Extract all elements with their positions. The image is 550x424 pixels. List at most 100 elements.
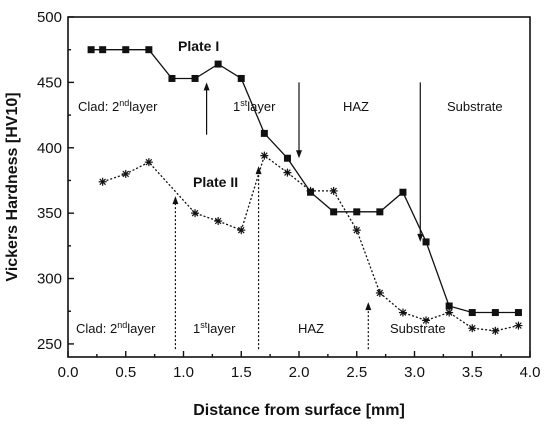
x-tick-label: 3.0: [404, 364, 425, 381]
region-label-main: HAZ: [298, 321, 324, 336]
region-labels: Clad: 2ndlayer 1stlayer HAZ SubstrateClad: …: [76, 98, 503, 336]
region-label-rest: layer: [129, 99, 158, 114]
region-label-main: Substrate: [447, 99, 503, 114]
plate-1-region-haz: HAZ: [343, 99, 369, 114]
data-point-plate-2: [283, 168, 292, 177]
data-point-plate-1: [191, 74, 199, 82]
data-point-plate-2: [237, 226, 246, 235]
plot-frame: [67, 16, 531, 358]
star-stroke: [353, 226, 361, 234]
data-point-plate-2: [98, 177, 107, 186]
y-tick-label: 250: [37, 336, 62, 353]
series-label-plate-2: Plate II: [193, 174, 238, 190]
star-stroke: [515, 322, 522, 329]
y-tick-label: 500: [37, 9, 62, 26]
star-stroke: [237, 226, 245, 234]
data-point-plate-2: [329, 186, 338, 195]
region-label-rest: layer: [247, 99, 276, 114]
plate-2-region-1st-layer: 1stlayer: [193, 320, 236, 336]
y-tick-label: 400: [37, 140, 62, 157]
data-point-plate-2: [445, 308, 454, 317]
data-point-plate-2: [514, 321, 523, 330]
plate-2-region-arrow: [255, 166, 262, 350]
y-axis-title: Vickers Hardness [HV10]: [4, 92, 21, 281]
star-stroke: [261, 152, 268, 159]
plate-2-region-arrow: [365, 302, 372, 350]
data-point-plate-2: [352, 226, 361, 235]
region-label-main: 1: [193, 321, 200, 336]
y-tick-label: 450: [37, 74, 62, 91]
plate-1-region-arrow: [417, 82, 424, 242]
data-point-plate-1: [260, 129, 268, 137]
star-stroke: [214, 217, 222, 225]
region-label-rest: layer: [207, 321, 236, 336]
star-stroke: [99, 178, 106, 186]
x-tick-label: 1.5: [231, 364, 252, 381]
region-label-main: Substrate: [390, 321, 446, 336]
star-stroke: [376, 289, 384, 297]
data-point-plate-2: [375, 288, 384, 297]
region-label-sup: st: [200, 320, 208, 330]
data-point-plate-1: [468, 309, 476, 317]
data-point-plate-1: [491, 309, 499, 317]
arrow-head: [203, 82, 210, 91]
region-label-main: HAZ: [343, 99, 369, 114]
region-label-sup: nd: [117, 320, 127, 330]
star-stroke: [307, 187, 314, 195]
plate-2-region-substrate: Substrate: [390, 321, 446, 336]
star-stroke: [422, 317, 430, 324]
arrow-head: [172, 196, 179, 205]
plate-1-region-arrow: [296, 82, 302, 159]
data-point-plate-1: [122, 46, 130, 54]
star-stroke: [399, 309, 407, 316]
x-tick-label: 0.5: [115, 364, 136, 381]
star-stroke: [122, 170, 130, 178]
series-line-2: [102, 154, 519, 332]
region-label-main: Clad: 2: [76, 321, 117, 336]
x-tick-label: 4.0: [520, 364, 541, 381]
data-point-plate-2: [214, 217, 223, 225]
data-point-plate-2: [191, 209, 200, 218]
plate-2-region-arrow: [172, 196, 179, 350]
region-label-main: Clad: 2: [78, 99, 119, 114]
star-stroke: [445, 309, 453, 316]
plate-2-region-haz: HAZ: [298, 321, 324, 336]
arrow-head: [255, 166, 262, 175]
star-stroke: [492, 327, 499, 335]
x-tick-label: 2.0: [289, 364, 310, 381]
star-stroke: [330, 187, 337, 195]
data-point-plate-2: [422, 316, 431, 325]
region-label-sup: st: [240, 98, 248, 108]
x-axis-ticks: 0.0 0.5 1.0 1.5 2.0 2.5 3.0 3.5 4.0: [58, 351, 541, 381]
region-label-main: 1: [233, 99, 240, 114]
plate-1-region-substrate: Substrate: [447, 99, 503, 114]
data-point-plate-2: [121, 169, 130, 178]
data-point-plate-1: [514, 309, 522, 317]
series-label-plate-1: Plate I: [178, 38, 219, 54]
data-point-plate-1: [445, 302, 453, 310]
star-stroke: [191, 209, 199, 217]
data-point-plate-2: [491, 326, 500, 335]
y-axis-ticks: 250 300 350 400 450 500: [37, 9, 74, 353]
arrow-head: [365, 302, 372, 311]
data-point-plate-1: [422, 238, 430, 246]
star-stroke: [468, 324, 476, 332]
data-point-plate-1: [376, 208, 384, 216]
data-point-plate-2: [260, 151, 269, 160]
region-label-rest: layer: [127, 321, 156, 336]
data-point-plate-1: [399, 188, 407, 196]
x-tick-label: 1.0: [173, 364, 194, 381]
plate-1-region-arrow: [203, 82, 210, 135]
data-point-plate-1: [330, 208, 338, 216]
data-point-plate-2: [398, 308, 407, 317]
data-point-plate-2: [468, 324, 477, 333]
arrow-head: [417, 233, 424, 242]
data-point-plate-1: [99, 46, 107, 54]
x-tick-label: 0.0: [58, 364, 79, 381]
star-stroke: [145, 158, 153, 166]
region-arrows: [172, 82, 424, 350]
y-tick-label: 300: [37, 271, 62, 288]
series-lines: [91, 49, 519, 332]
data-point-plate-2: [144, 158, 153, 167]
